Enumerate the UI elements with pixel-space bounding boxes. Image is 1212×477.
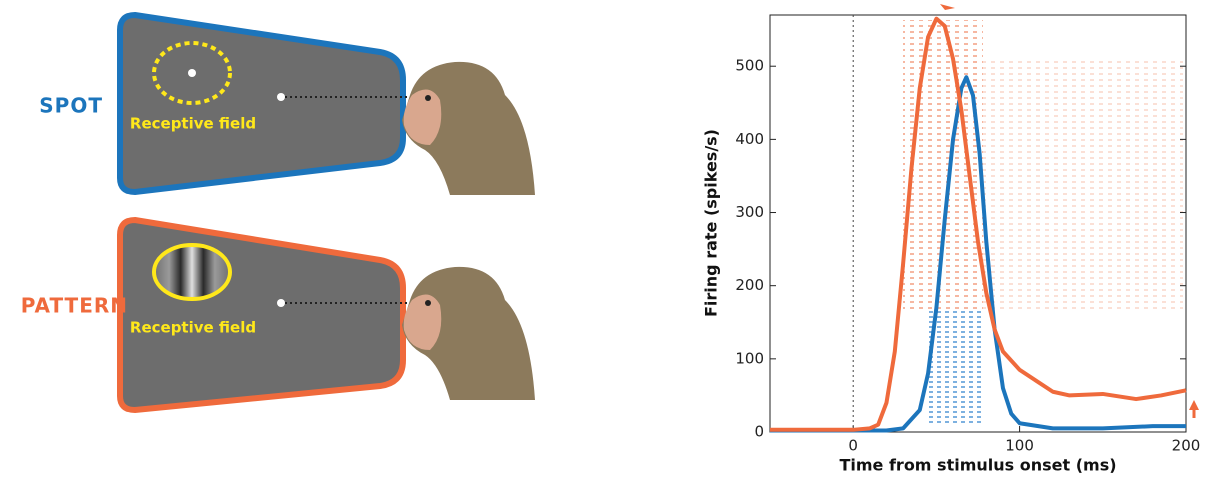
- raster-texture: [928, 310, 983, 425]
- fixation-dot: [277, 299, 285, 307]
- monkey: [402, 266, 535, 400]
- raster-texture: [903, 20, 983, 310]
- receptive-field: [152, 243, 232, 301]
- condition-label: SPOT: [39, 94, 103, 118]
- screen: [117, 216, 406, 414]
- plot: [903, 20, 1183, 425]
- x-axis-label: Time from stimulus onset (ms): [839, 456, 1116, 475]
- y-tick-label: 200: [735, 276, 764, 294]
- y-axis-label: Firing rate (spikes/s): [702, 129, 721, 317]
- y-tick-label: 400: [735, 130, 764, 148]
- y-tick-label: 100: [735, 349, 764, 367]
- condition-label: PATTERN: [21, 294, 128, 318]
- fixation-dot: [277, 93, 285, 101]
- y-tick-label: 300: [735, 203, 764, 221]
- fixation-dot: [188, 69, 196, 77]
- series-line: [770, 16, 1187, 432]
- x-tick-label: 0: [848, 437, 858, 455]
- raster-texture: [983, 60, 1183, 310]
- monkey: [402, 61, 535, 195]
- x-tick-label: 200: [1172, 437, 1201, 455]
- y-tick-label: 500: [735, 57, 764, 75]
- y-tick-label: 0: [754, 423, 764, 441]
- plot-frame: [769, 14, 1187, 433]
- rf-label: Receptive field: [130, 319, 256, 337]
- screen: [117, 11, 406, 196]
- receptive-field: [152, 41, 232, 105]
- x-tick-label: 100: [1005, 437, 1034, 455]
- rf-label: Receptive field: [130, 115, 256, 133]
- series-line: [770, 75, 1186, 433]
